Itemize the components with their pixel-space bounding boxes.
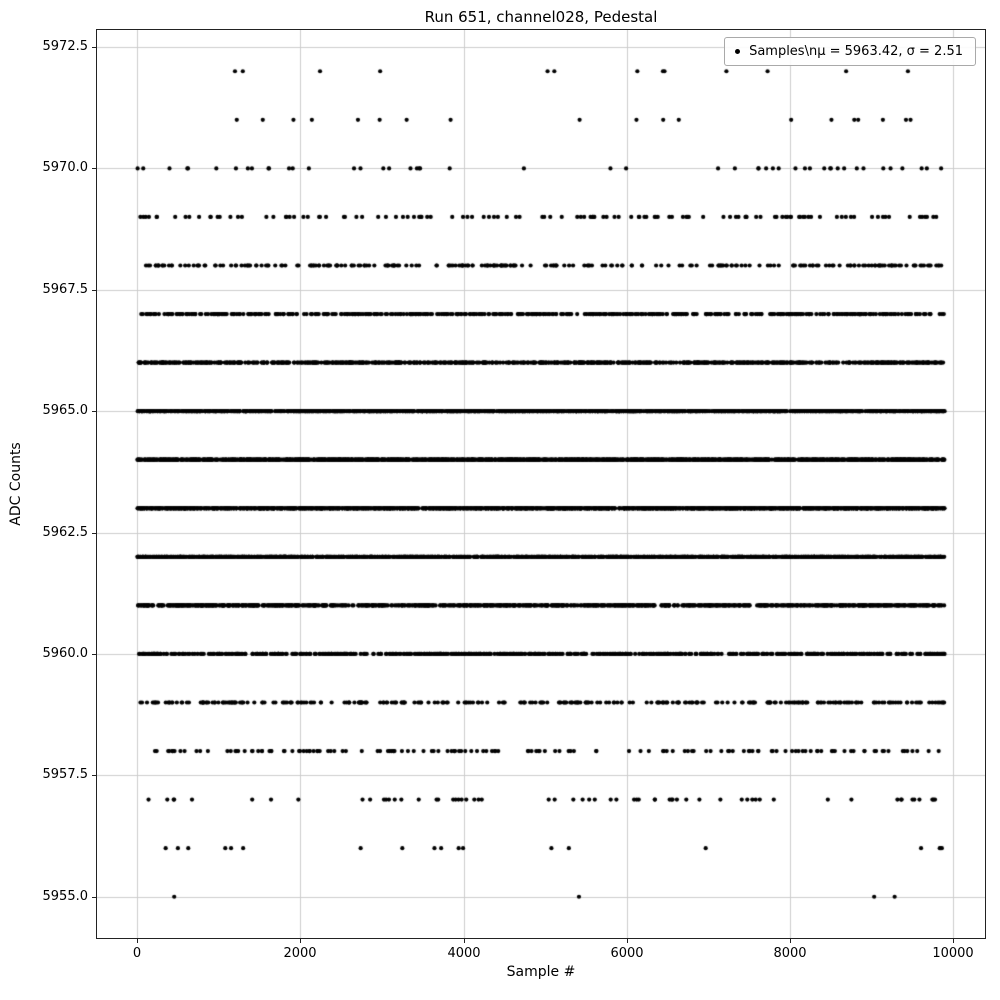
x-tick-mark (300, 939, 301, 943)
y-tick-mark (92, 533, 96, 534)
x-tick-label: 6000 (610, 946, 644, 961)
x-tick-mark (137, 939, 138, 943)
y-tick-mark (92, 654, 96, 655)
legend: Samples\nμ = 5963.42, σ = 2.51 (724, 37, 976, 66)
y-tick-label: 5955.0 (42, 889, 89, 904)
y-tick-label: 5957.5 (42, 767, 89, 782)
x-tick-label: 8000 (773, 946, 807, 961)
y-tick-label: 5970.0 (42, 160, 89, 175)
plot-area: Samples\nμ = 5963.42, σ = 2.51 (96, 29, 986, 939)
chart-title: Run 651, channel028, Pedestal (424, 8, 658, 26)
y-tick-mark (92, 168, 96, 169)
y-tick-mark (92, 411, 96, 412)
x-tick-label: 2000 (283, 946, 317, 961)
y-tick-mark (92, 897, 96, 898)
y-tick-label: 5965.0 (42, 403, 89, 418)
x-tick-mark (790, 939, 791, 943)
y-tick-mark (92, 290, 96, 291)
y-tick-label: 5962.5 (42, 525, 89, 540)
y-axis-label: ADC Counts (8, 442, 24, 526)
y-tick-mark (92, 47, 96, 48)
y-tick-label: 5960.0 (42, 646, 89, 661)
scatter-canvas (97, 30, 985, 938)
y-tick-label: 5967.5 (42, 282, 89, 297)
x-tick-mark (627, 939, 628, 943)
y-tick-mark (92, 775, 96, 776)
x-tick-label: 0 (132, 946, 142, 961)
x-tick-mark (953, 939, 954, 943)
y-tick-label: 5972.5 (42, 39, 89, 54)
legend-marker-dot (735, 49, 741, 54)
x-axis-label: Sample # (506, 964, 576, 980)
x-tick-label: 10000 (932, 946, 974, 961)
legend-label: Samples\nμ = 5963.42, σ = 2.51 (749, 44, 963, 59)
x-tick-label: 4000 (447, 946, 481, 961)
x-tick-mark (464, 939, 465, 943)
